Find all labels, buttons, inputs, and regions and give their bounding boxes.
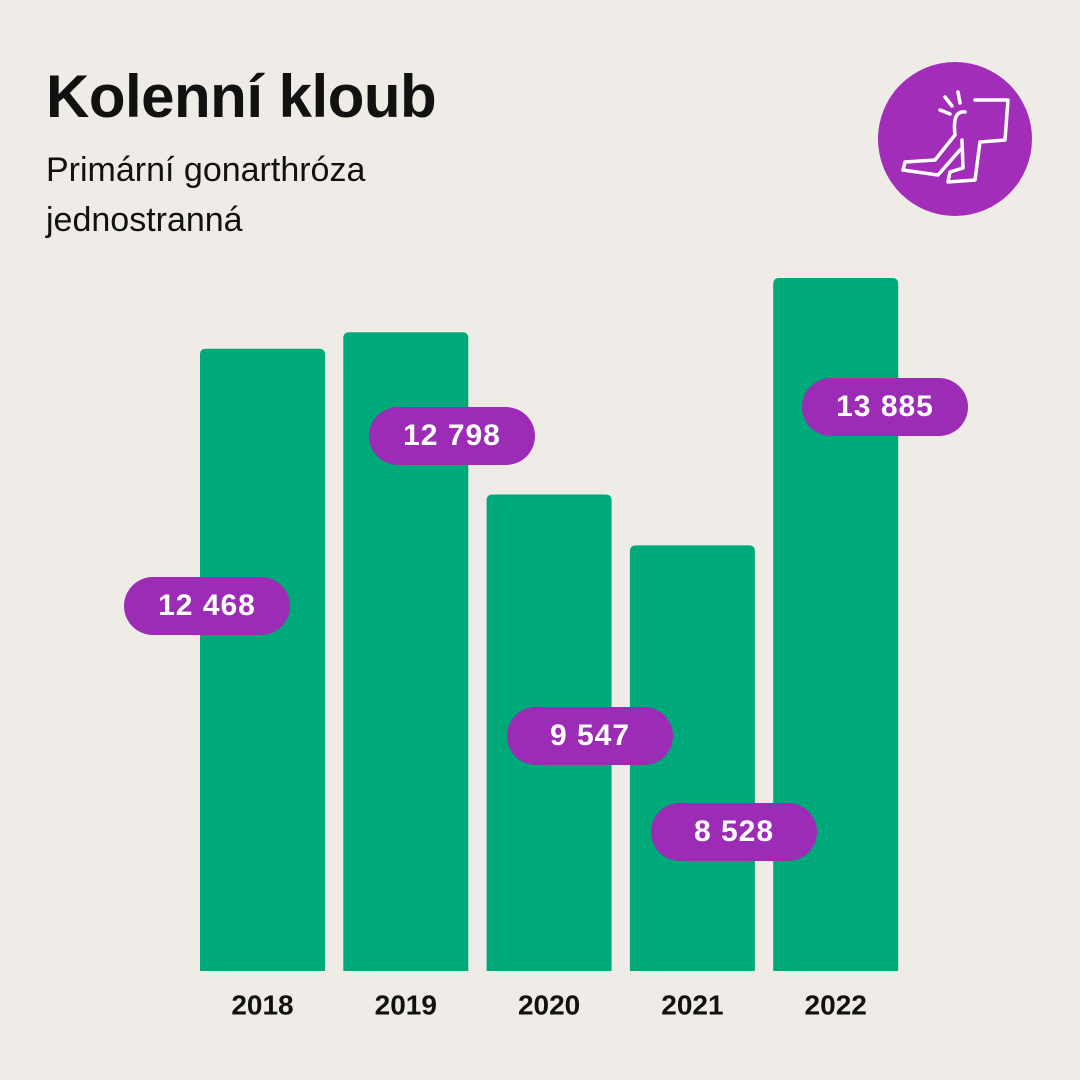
value-label-pill	[124, 577, 290, 635]
value-label: 9 547	[550, 719, 630, 752]
x-tick-label: 2022	[805, 989, 867, 1020]
x-tick-label: 2020	[518, 989, 580, 1020]
knee-icon	[878, 62, 1032, 216]
value-label: 12 798	[403, 419, 501, 452]
bar	[629, 545, 755, 971]
chart-title: Kolenní kloub	[46, 63, 437, 130]
bar	[200, 348, 325, 972]
value-label-pill	[802, 378, 968, 436]
bar	[343, 332, 469, 971]
value-label-pill	[507, 707, 673, 765]
value-label-pill	[651, 803, 817, 861]
x-tick-label: 2019	[375, 989, 437, 1020]
chart-subtitle: Primární gonarthróza jednostranná	[46, 151, 366, 239]
value-label: 8 528	[694, 815, 774, 848]
bar	[773, 278, 899, 971]
value-label: 12 468	[158, 589, 256, 622]
value-label-pill	[369, 407, 535, 465]
x-tick-label: 2021	[661, 989, 723, 1020]
value-label: 13 885	[836, 390, 934, 423]
x-tick-label: 2018	[231, 989, 293, 1020]
